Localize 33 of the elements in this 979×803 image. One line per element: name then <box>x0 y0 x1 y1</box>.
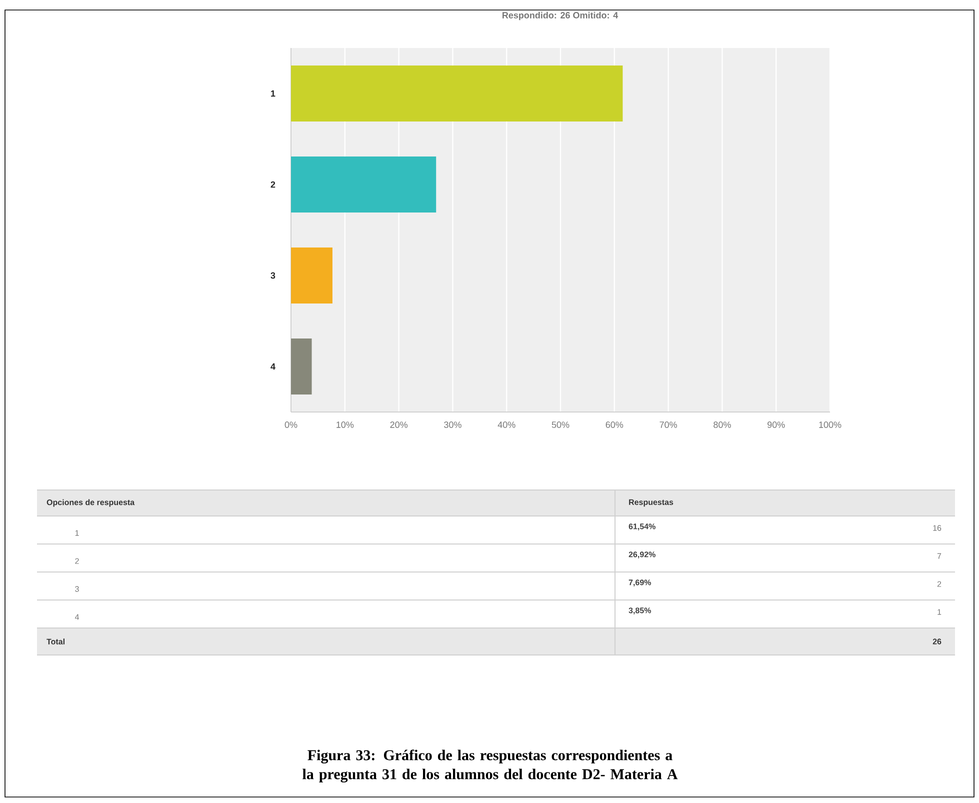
x-tick-label: 0% <box>284 422 298 428</box>
y-tick-label: 4 <box>270 363 276 370</box>
text: Total <box>46 638 64 644</box>
y-tick-label: 1 <box>271 90 276 97</box>
text: 26 <box>932 638 942 644</box>
x-tick-label: 60% <box>606 422 624 428</box>
category-label: 1 <box>75 530 79 536</box>
text: 1 <box>938 609 942 615</box>
text: Figura 33: Gráfico de las respuestas correspondientes a la pregunta 31 de los alumnos del docente D2- Materia A <box>302 750 678 782</box>
y-tick-label: 2 <box>270 181 276 188</box>
text: 7,69% <box>628 580 652 586</box>
x-tick-label: 70% <box>660 422 677 428</box>
chart-subtitle: Respondido: 26 Omitido: 4 <box>502 12 618 20</box>
y-tick-label: 3 <box>270 272 276 279</box>
category-label: 3 <box>75 586 79 592</box>
text: 2 <box>937 581 942 587</box>
text: 61,54% <box>628 524 656 530</box>
category-label: 2 <box>75 558 79 564</box>
text: 3,85% <box>628 608 652 614</box>
text: 26,92% <box>628 552 656 558</box>
x-tick-label: 10% <box>336 422 354 428</box>
x-tick-label: 40% <box>498 422 516 428</box>
x-tick-label: 80% <box>714 422 731 428</box>
x-tick-label: 20% <box>390 422 408 428</box>
x-tick-label: 100% <box>819 422 842 428</box>
x-tick-label: 90% <box>768 422 785 428</box>
text: Respuestas <box>629 499 674 507</box>
category-label: 4 <box>74 614 79 620</box>
x-tick-label: 50% <box>552 422 570 428</box>
text: Opciones de respuesta <box>46 499 135 507</box>
text: 16 <box>933 525 942 531</box>
x-tick-label: 30% <box>444 422 462 428</box>
text: 7 <box>937 553 942 559</box>
